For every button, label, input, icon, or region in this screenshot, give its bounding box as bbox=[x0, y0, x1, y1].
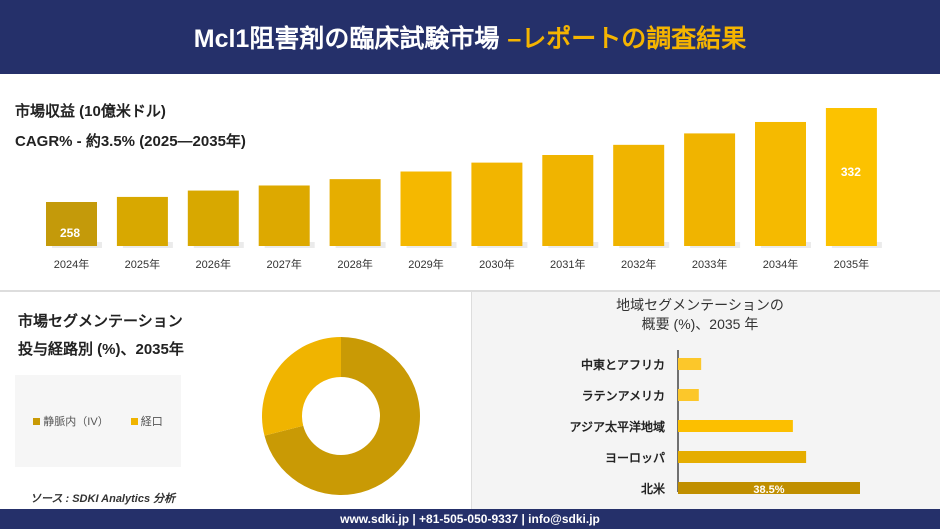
revenue-bar bbox=[755, 121, 806, 246]
region-title-line1: 地域セグメンテーションの bbox=[616, 297, 784, 313]
revenue-bar bbox=[471, 162, 523, 246]
region-title-line2: 概要 (%)、2035 年 bbox=[641, 316, 759, 332]
revenue-bar bbox=[684, 133, 736, 246]
region-bar bbox=[678, 451, 807, 463]
segment-subtitle: 投与経路別 (%)、2035年 bbox=[18, 341, 184, 358]
cagr-label: CAGR% - 約3.5% (2025—2035年) bbox=[15, 133, 246, 150]
region-panel bbox=[471, 292, 940, 509]
bar-data-label: 38.5% bbox=[753, 484, 784, 496]
year-tick-label: 2034年 bbox=[763, 257, 798, 271]
legend-item: 静脈内（IV） bbox=[33, 413, 109, 429]
bar-data-label: 332 bbox=[841, 165, 861, 179]
segment-title: 市場セグメンテーション bbox=[18, 313, 183, 330]
region-label: 北米 bbox=[641, 481, 666, 496]
footer-contact: www.sdki.jp | +81-505-050-9337 | info@sd… bbox=[0, 509, 940, 529]
year-tick-label: 2033年 bbox=[692, 257, 727, 271]
year-tick-label: 2024年 bbox=[54, 257, 89, 271]
region-label: アジア太平洋地域 bbox=[569, 419, 665, 434]
revenue-bar bbox=[46, 202, 97, 246]
region-bar bbox=[678, 420, 793, 432]
donut-slice bbox=[264, 337, 420, 495]
legend-swatch bbox=[130, 418, 138, 425]
revenue-label: 市場収益 (10億米ドル) bbox=[15, 103, 166, 120]
revenue-bar bbox=[825, 108, 877, 246]
year-tick-label: 2025年 bbox=[125, 257, 160, 271]
revenue-bar bbox=[542, 155, 594, 246]
year-tick-label: 2029年 bbox=[408, 257, 443, 271]
legend-item: 経口 bbox=[130, 413, 163, 429]
region-bar bbox=[678, 482, 860, 494]
region-label: ヨーロッパ bbox=[605, 451, 665, 465]
year-tick-label: 2026年 bbox=[196, 257, 231, 271]
route-donut-chart bbox=[262, 337, 420, 495]
year-tick-label: 2028年 bbox=[337, 257, 372, 271]
year-tick-label: 2035年 bbox=[834, 257, 869, 271]
region-bar bbox=[678, 358, 702, 370]
revenue-bar bbox=[187, 190, 239, 246]
year-tick-label: 2031年 bbox=[550, 257, 585, 271]
revenue-bar bbox=[613, 144, 665, 246]
donut-legend: 静脈内（IV） 経口 bbox=[15, 375, 181, 467]
year-tick-label: 2032年 bbox=[621, 257, 656, 271]
revenue-bar bbox=[329, 179, 381, 246]
region-label: ラテンアメリカ bbox=[582, 389, 665, 403]
divider bbox=[0, 290, 940, 292]
legend-label: 静脈内（IV） bbox=[43, 416, 109, 428]
revenue-bar bbox=[400, 171, 452, 246]
revenue-bar bbox=[116, 196, 168, 246]
donut-slice bbox=[262, 337, 341, 436]
page-title: Mcl1阻害剤の臨床試験市場 bbox=[193, 25, 500, 53]
region-label: 中東とアフリカ bbox=[581, 357, 665, 372]
legend-swatch bbox=[33, 418, 41, 425]
revenue-bar-chart: 2024年 258 2025年 2026年 2027年 2028年 2029年 2030年 20… bbox=[46, 108, 882, 271]
header-banner: Mcl1阻害剤の臨床試験市場 –レポートの調査結果 bbox=[0, 0, 940, 74]
year-tick-label: 2027年 bbox=[266, 257, 301, 271]
region-title: 地域セグメンテーションの 概要 (%)、2035 年 bbox=[580, 296, 820, 334]
region-bar bbox=[678, 389, 699, 401]
revenue-bar bbox=[258, 185, 310, 246]
legend-label: 経口 bbox=[140, 416, 163, 428]
source-note: ソース : SDKI Analytics 分析 bbox=[30, 493, 176, 505]
page-subtitle: –レポートの調査結果 bbox=[507, 25, 747, 53]
bar-data-label: 258 bbox=[60, 226, 80, 240]
year-tick-label: 2030年 bbox=[479, 257, 514, 271]
